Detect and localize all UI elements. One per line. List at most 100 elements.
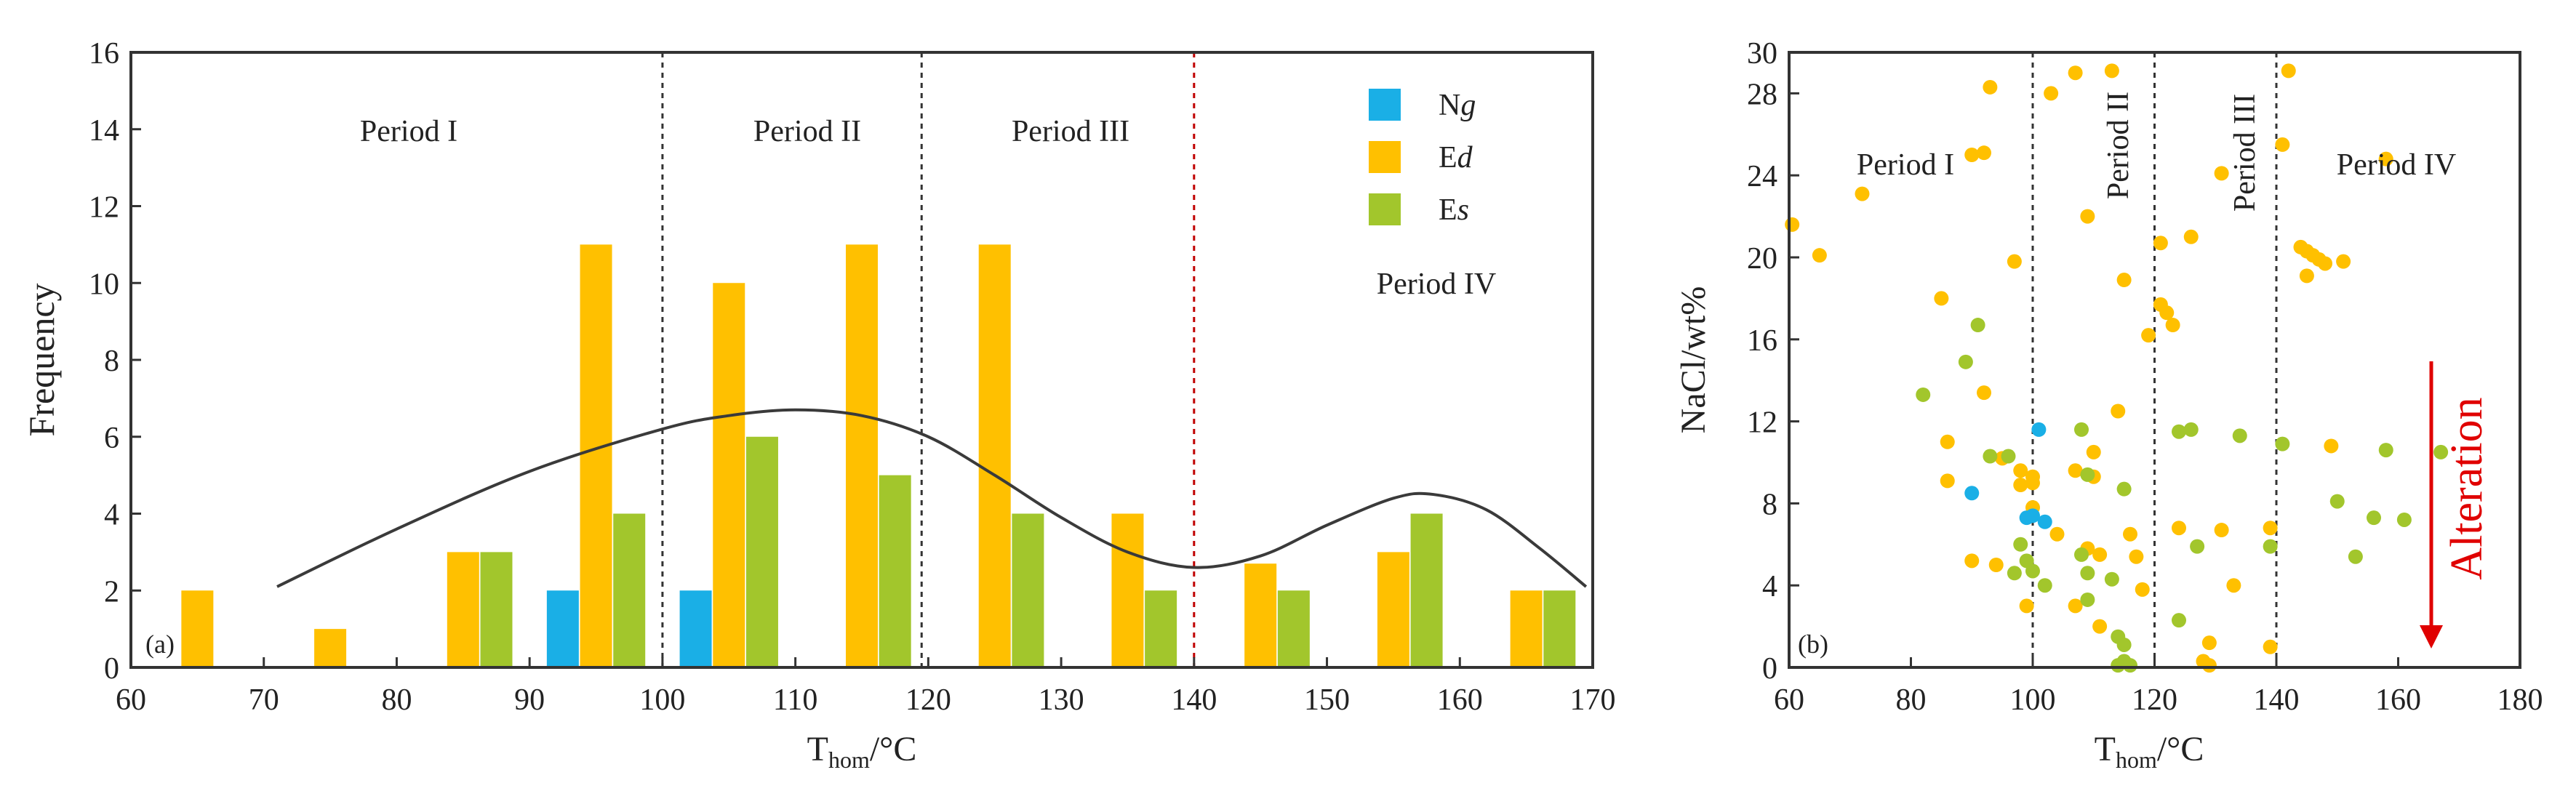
point-ed (2324, 438, 2339, 454)
point-ed (2013, 478, 2028, 493)
bar-ed-75 (314, 629, 347, 667)
bar-es-87.5 (480, 552, 513, 667)
legend-label-ng: Ng (1439, 89, 1476, 122)
panel-a-x-tick-label: 150 (1304, 683, 1350, 717)
point-ed (2123, 526, 2137, 542)
point-ed (2111, 403, 2126, 419)
bar-ng-92.5 (546, 590, 579, 667)
legend-swatch-es (1369, 193, 1401, 225)
panel-b-x-tick-label: 100 (2010, 683, 2056, 717)
point-ed (2263, 639, 2278, 654)
point-ed (2080, 209, 2095, 224)
point-ed (2201, 658, 2217, 673)
point-ed (1785, 217, 1800, 232)
panel-a-x-tick-label: 130 (1039, 683, 1084, 717)
bar-ed-145 (1244, 563, 1277, 667)
panel-a-period-4-label: Period IV (1377, 268, 1496, 301)
panel-a-y-tick-label: 4 (104, 499, 119, 532)
point-ed (1812, 248, 1827, 263)
point-ng (2037, 514, 2052, 529)
point-ed (2263, 521, 2278, 536)
panel-b-y-tick-label: 28 (1747, 78, 1777, 111)
point-ed (1964, 148, 1980, 162)
point-es (2183, 422, 2199, 437)
point-es (2367, 510, 2381, 526)
panel-a-x-tick-label: 110 (773, 683, 817, 717)
point-ed (2129, 549, 2144, 564)
panel-a-frequency-histogram: 60 70 80 90 100 110 120 130 140 150 160 170 0 2 4 6 8 10 1… (21, 37, 1616, 773)
point-es (1970, 318, 1985, 333)
panel-a-fit-curve (276, 408, 1588, 588)
point-ed (2141, 328, 2156, 343)
bar-es-127.5 (1012, 513, 1044, 667)
panel-b-salinity-scatter: 60 80 100 120 140 160 180 0 4 8 12 16 20 24 28 30 Perio… (1674, 37, 2543, 773)
bar-es-157.5 (1410, 513, 1443, 667)
panel-b-x-tick-label: 60 (1774, 683, 1804, 717)
point-es (2013, 537, 2028, 552)
bar-es-137.5 (1145, 590, 1177, 667)
bar-ed-165 (1510, 590, 1543, 667)
bar-ed-155 (1377, 552, 1409, 667)
point-ed (1977, 145, 1991, 161)
point-ed (2092, 547, 2108, 562)
bar-ed-85 (447, 552, 479, 667)
point-ed (1934, 291, 1949, 306)
point-es (2116, 481, 2132, 497)
panel-b-y-tick-label: 20 (1747, 242, 1777, 276)
point-es (2007, 566, 2022, 581)
point-ed (2007, 254, 2022, 269)
panel-a-x-tick-label: 60 (116, 683, 146, 717)
panel-a-label: (a) (145, 630, 175, 659)
panel-a-x-tick-label: 90 (514, 683, 545, 717)
panel-a-y-tick-label: 8 (104, 345, 119, 378)
panel-b-ticks: 60 80 100 120 140 160 180 0 4 8 12 16 20 24 28 30 (1747, 37, 2543, 717)
point-ed (2214, 166, 2229, 181)
point-es (2396, 512, 2412, 527)
panel-a-legend: Ng Ed Es (1369, 89, 1476, 227)
point-ed (2092, 619, 2108, 634)
panel-b-label: (b) (1798, 630, 1828, 659)
legend-swatch-ng (1369, 89, 1401, 121)
point-es (2080, 592, 2095, 607)
point-ed (2044, 86, 2059, 101)
point-es (2348, 549, 2363, 564)
point-es (2172, 613, 2186, 628)
panel-a-period-1-label: Period I (360, 115, 457, 148)
panel-b-x-tick-label: 140 (2254, 683, 2300, 717)
panel-a-ticks: 60 70 80 90 100 110 120 130 140 150 160 170 0 2 4 6 8 10 1… (89, 37, 1616, 717)
alteration-label: Alteration (2442, 397, 2492, 579)
point-es (2074, 422, 2089, 437)
bar-ed-65 (181, 590, 214, 667)
panel-b-period-1-label: Period I (1857, 148, 1954, 182)
point-es (2232, 428, 2247, 443)
point-ed (1940, 473, 1955, 489)
panel-a-y-tick-label: 6 (104, 422, 119, 455)
point-es (2080, 566, 2095, 581)
panel-a-x-tick-label: 120 (905, 683, 951, 717)
point-es (2433, 444, 2449, 459)
panel-a-x-tick-label: 170 (1570, 683, 1616, 717)
legend-label-ed: Ed (1439, 141, 1473, 174)
panel-a-y-tick-label: 10 (89, 268, 119, 301)
bar-es-107.5 (745, 436, 778, 667)
panel-b-period-4-label: Period IV (2337, 148, 2456, 182)
point-ng (2031, 422, 2047, 437)
point-es (2172, 424, 2186, 439)
legend-swatch-ed (1369, 141, 1401, 173)
point-ed (1983, 79, 1998, 95)
panel-a-y-axis-label: Frequency (21, 283, 62, 436)
point-ed (1977, 385, 1991, 401)
point-ed (2068, 463, 2083, 478)
panel-b-y-tick-label: 4 (1762, 570, 1777, 603)
point-ed (2281, 63, 2296, 79)
point-ed (2159, 305, 2175, 321)
point-es (2116, 637, 2132, 652)
point-ed (2068, 598, 2083, 614)
point-ed (2116, 273, 2132, 288)
panel-b-x-tick-label: 160 (2375, 683, 2421, 717)
panel-b-period-2-label: Period II (2102, 92, 2135, 199)
panel-a-period-3-label: Period III (1012, 115, 1129, 148)
point-ed (2165, 318, 2180, 333)
bar-ed-135 (1111, 513, 1144, 667)
panel-b-x-axis-label: Thom/°C (2095, 730, 2204, 773)
